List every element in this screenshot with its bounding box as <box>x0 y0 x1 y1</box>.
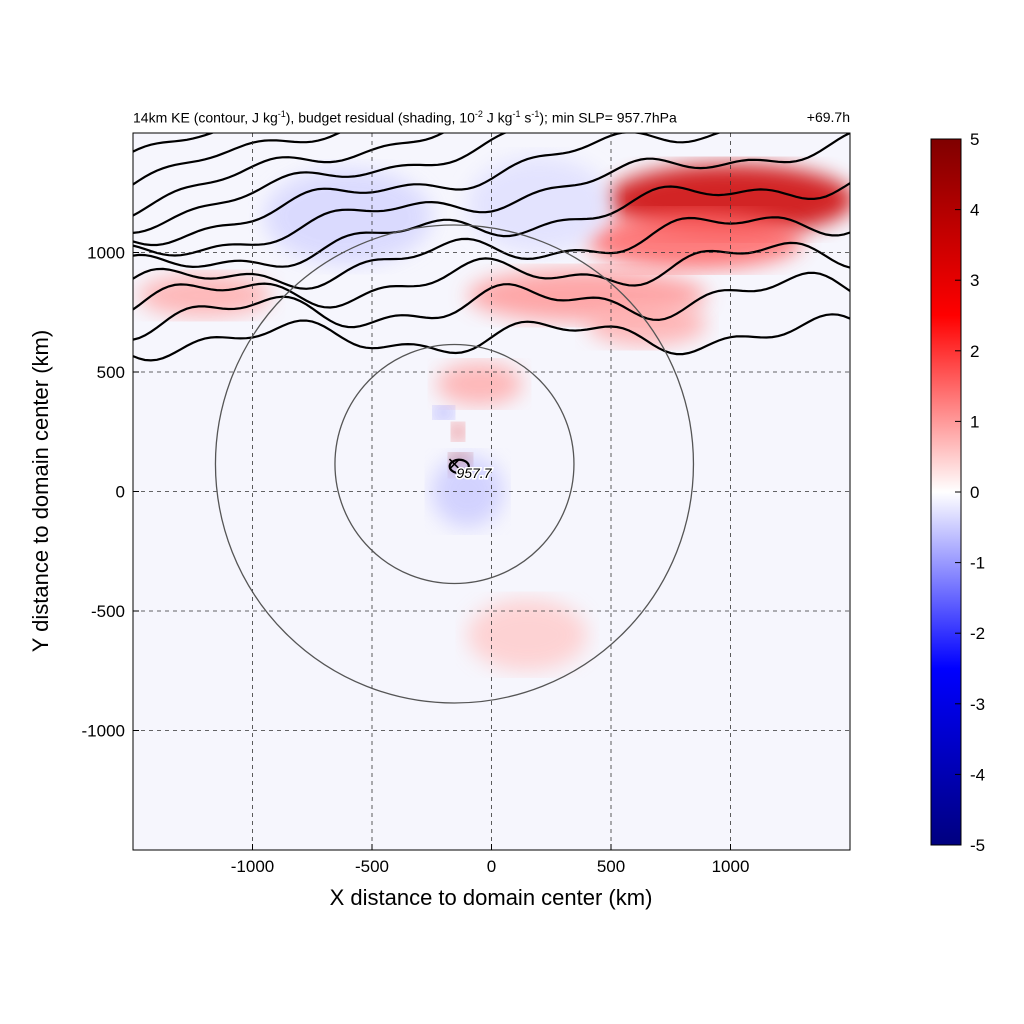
colorbar-tick-label: 5 <box>970 130 979 149</box>
storm-x-icon <box>448 458 461 470</box>
x-tick-label: 0 <box>487 857 496 876</box>
colorbar-tick-label: -2 <box>970 624 985 643</box>
range-ring <box>334 343 575 585</box>
lead-time-label: +69.7h <box>806 109 850 125</box>
colorbar-tick-label: 0 <box>970 483 979 502</box>
chart-title: 14km KE (contour, J kg-1), budget residu… <box>133 109 677 126</box>
residual-region <box>467 599 588 671</box>
y-tick-label: -500 <box>91 602 125 621</box>
colorbar-tick-label: 4 <box>970 201 979 220</box>
ke-contour-line <box>133 313 850 362</box>
colorbar-ticks: 5 4 3 2 1 0 -1 -2 -3 -4 -5 <box>955 130 985 855</box>
residual-region <box>431 455 504 528</box>
title-part-a: 14km KE (contour, J kg <box>133 109 278 126</box>
y-tick-label: 1000 <box>87 244 125 263</box>
residual-shading <box>137 156 850 671</box>
y-axis-label: Y distance to domain center (km) <box>28 330 53 652</box>
range-rings <box>214 224 695 704</box>
ke-contour-line <box>133 133 850 257</box>
colorbar-tick-label: -1 <box>970 554 985 573</box>
title-part-d: s <box>520 109 532 126</box>
title-sup-c: -1 <box>512 109 521 119</box>
y-tick-label: 500 <box>97 363 125 382</box>
residual-region <box>436 362 523 406</box>
title-sup-b: -2 <box>474 109 483 119</box>
colorbar-tick-label: -4 <box>970 765 985 784</box>
title-sup-d: -1 <box>531 109 540 119</box>
residual-region <box>137 274 272 318</box>
colorbar-tick-label: -5 <box>970 836 985 855</box>
residual-region <box>587 211 803 270</box>
storm-min-slp-label: 957.7 <box>456 465 492 481</box>
ke-contour-line <box>133 133 215 153</box>
x-tick-label: 1000 <box>712 857 750 876</box>
title-part-b: ), budget residual (shading, 10 <box>285 109 475 126</box>
x-tick-label: 500 <box>597 857 625 876</box>
colorbar-tick-label: 1 <box>970 412 979 431</box>
x-axis-label: X distance to domain center (km) <box>330 885 653 910</box>
residual-region <box>452 423 465 441</box>
colorbar-tick-label: 3 <box>970 271 979 290</box>
title-part-c: J kg <box>482 109 513 126</box>
colorbar-tick-label: 2 <box>970 342 979 361</box>
ke-contour-line <box>133 241 850 311</box>
y-axis-ticks: -1000 -500 0 500 1000 <box>82 244 139 741</box>
title-part-e: ); min SLP= 957.7hPa <box>539 109 677 126</box>
residual-region <box>434 406 454 419</box>
x-tick-label: -500 <box>355 857 389 876</box>
residual-region <box>467 156 611 253</box>
x-tick-label: -1000 <box>231 857 274 876</box>
x-axis-ticks: -1000 -500 0 500 1000 <box>231 844 750 876</box>
storm-center-marker: 957.7 <box>448 458 494 483</box>
colorbar-tick-label: -3 <box>970 695 985 714</box>
y-tick-label: -1000 <box>82 722 125 741</box>
title-sup-a: -1 <box>277 109 286 119</box>
range-ring <box>214 224 695 704</box>
y-tick-label: 0 <box>116 483 125 502</box>
residual-region <box>587 302 707 346</box>
